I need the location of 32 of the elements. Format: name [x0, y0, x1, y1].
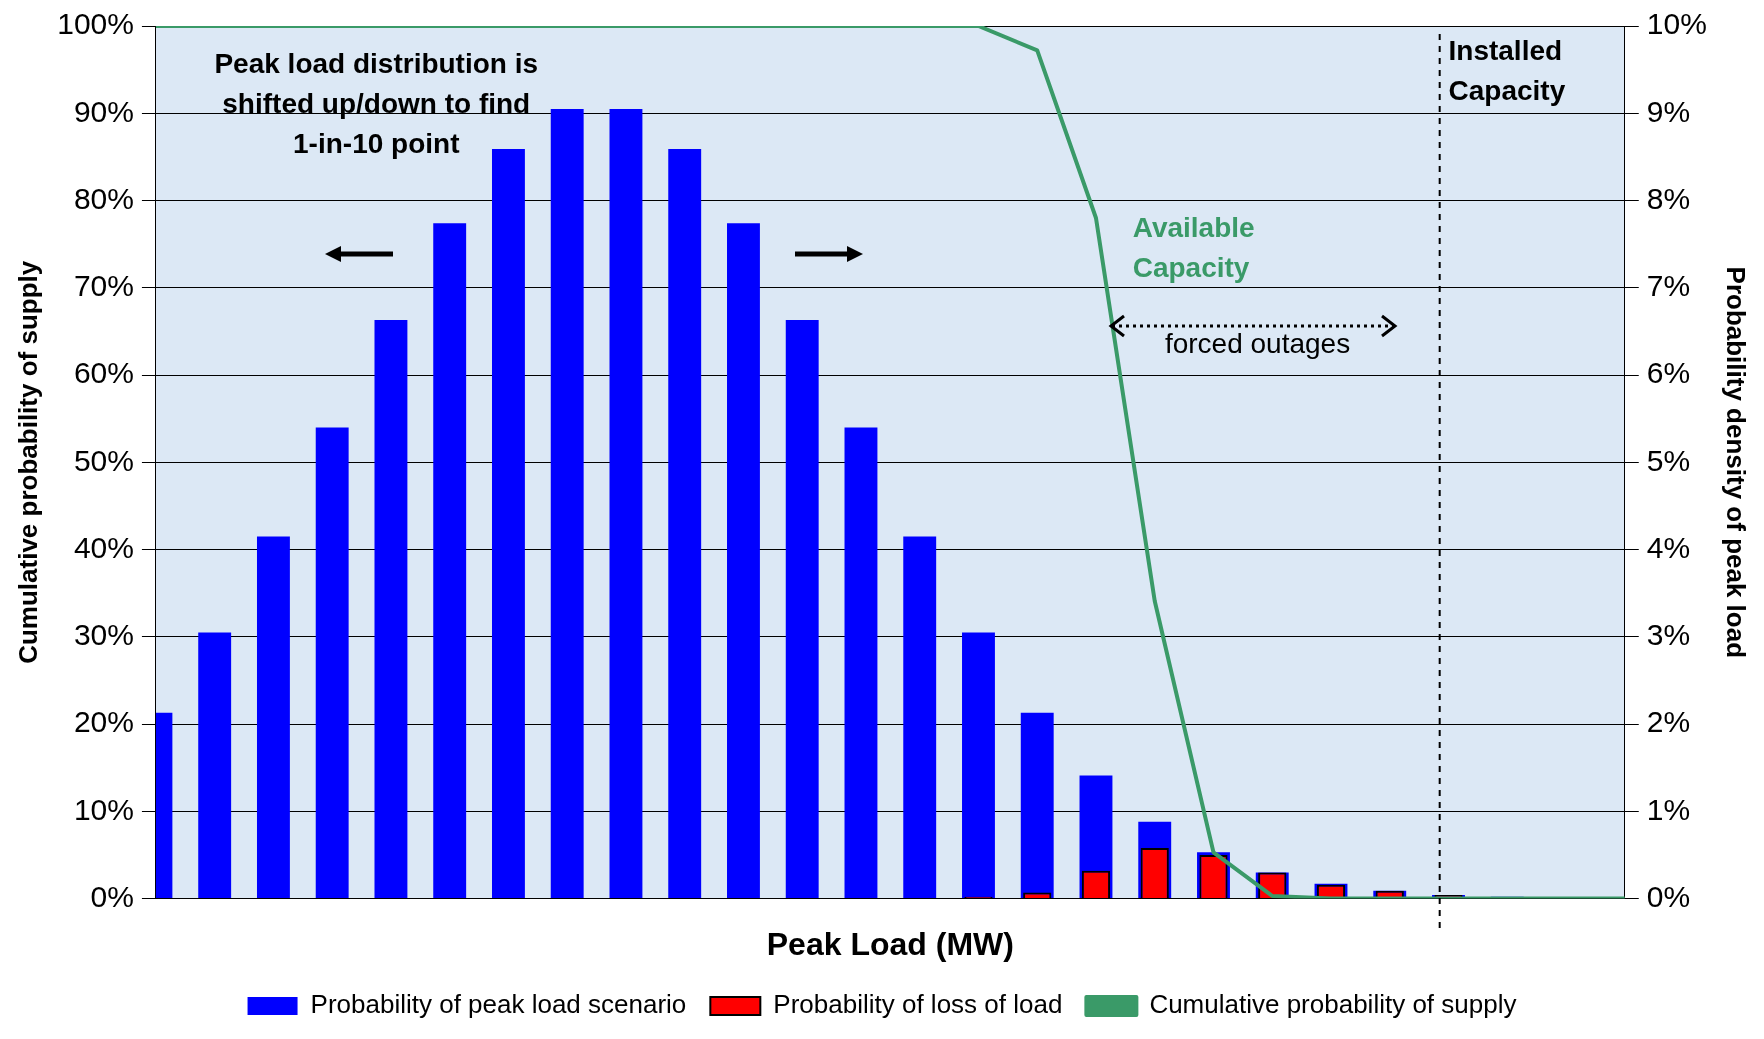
- legend-label: Cumulative probability of supply: [1149, 989, 1517, 1020]
- annotation: Available Capacity: [1132, 212, 1255, 284]
- y2-tick-label: 2%: [1646, 705, 1691, 739]
- annotation: Installed Capacity: [1448, 34, 1566, 106]
- y-tick-label: 60%: [73, 356, 134, 390]
- y2-axis-title: Probability density of peak load: [1721, 266, 1752, 659]
- y-tick-label: 70%: [73, 269, 134, 303]
- y-tick-label: 40%: [73, 530, 134, 564]
- y-tick-label: 100%: [57, 7, 134, 41]
- y2-tick-label: 3%: [1646, 618, 1691, 652]
- y-tick-label: 10%: [73, 792, 134, 826]
- y2-tick-label: 9%: [1646, 94, 1691, 128]
- y2-tick-label: 10%: [1646, 7, 1707, 41]
- y-tick-label: 80%: [73, 181, 134, 215]
- y2-tick-label: 5%: [1646, 443, 1691, 477]
- legend-label: Probability of peak load scenario: [310, 989, 687, 1020]
- y2-tick-label: 7%: [1646, 269, 1691, 303]
- y-tick-label: 50%: [73, 443, 134, 477]
- y-tick-label: 20%: [73, 705, 134, 739]
- x-axis-title: Peak Load (MW): [766, 925, 1014, 962]
- y2-tick-label: 6%: [1646, 356, 1691, 390]
- legend-label: Probability of loss of load: [773, 989, 1063, 1020]
- y-axis-title: Cumulative probability of supply: [12, 260, 43, 664]
- y2-tick-label: 0%: [1646, 879, 1691, 913]
- y2-tick-label: 1%: [1646, 792, 1691, 826]
- y2-tick-label: 4%: [1646, 530, 1691, 564]
- y2-tick-label: 8%: [1646, 181, 1691, 215]
- y-tick-label: 30%: [73, 618, 134, 652]
- annotation: forced outages: [1164, 328, 1351, 360]
- y-tick-label: 0%: [90, 879, 134, 913]
- annotation: Peak load distribution is shifted up/down to find 1-in-10 point: [214, 47, 539, 159]
- y-tick-label: 90%: [73, 94, 134, 128]
